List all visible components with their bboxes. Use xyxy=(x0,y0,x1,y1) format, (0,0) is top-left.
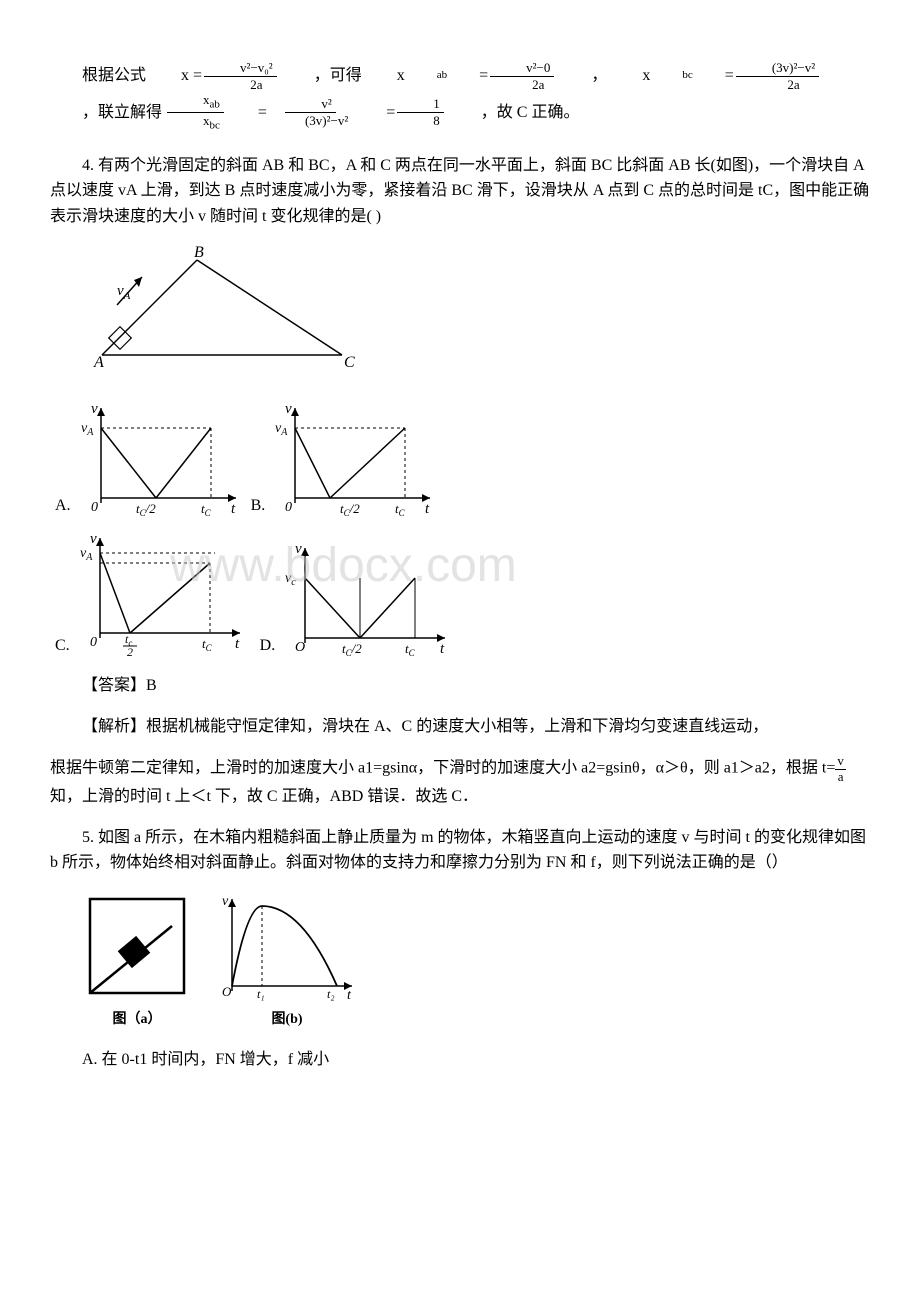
q4-options-row2: C. vA v t 0 tc 2 tC D. vc v t O tC/2 tC xyxy=(50,528,870,658)
fig-a: 图（a） xyxy=(82,891,192,1032)
svg-text:B: B xyxy=(194,245,204,261)
svg-text:tC: tC xyxy=(405,641,416,658)
q4-analysis-p2: 根据牛顿第二定律知，上滑时的加速度大小 a1=gsinα，下滑时的加速度大小 a… xyxy=(50,754,870,809)
option-a-label: A. xyxy=(55,493,71,519)
option-a-graph: vA v t 0 tC/2 tC xyxy=(76,398,246,518)
svg-text:t: t xyxy=(235,636,240,652)
option-b-graph: vA v t 0 tC/2 tC xyxy=(270,398,440,518)
option-d-label: D. xyxy=(260,633,276,659)
q3-formula-conclusion: 根据公式 x = v²−v₀²2a ，可得 xab = v²−02a ， xbc… xyxy=(50,60,870,133)
formula-x: x = v²−v₀²2a xyxy=(149,60,279,92)
svg-text:vA: vA xyxy=(275,421,288,438)
text-mid2: ， xyxy=(559,63,607,89)
q4-options-row1: A. vA v t 0 tC/2 tC B. vA v t 0 tC/2 tC xyxy=(50,398,870,518)
q4-stem: 4. 有两个光滑固定的斜面 AB 和 BC，A 和 C 两点在同一水平面上，斜面… xyxy=(50,153,870,230)
option-d-graph: vc v t O tC/2 tC xyxy=(280,538,460,658)
svg-text:tC: tC xyxy=(202,636,213,653)
svg-text:t: t xyxy=(347,988,352,1001)
svg-text:vA: vA xyxy=(80,546,93,563)
q4-triangle-diagram: vA A B C xyxy=(82,245,870,384)
formula-ratio: xab xbc = v²(3v)²−v² = 18 xyxy=(165,92,446,133)
svg-text:tC/2: tC/2 xyxy=(340,501,360,518)
svg-text:2: 2 xyxy=(127,645,133,658)
text-tail: ，故 C 正确。 xyxy=(449,100,580,126)
svg-text:0: 0 xyxy=(91,500,98,515)
svg-text:vc: vc xyxy=(285,571,296,588)
svg-text:vA: vA xyxy=(117,283,131,302)
option-c-label: C. xyxy=(55,633,70,659)
svg-text:t₂: t₂ xyxy=(327,987,335,1001)
q5-figures: 图（a） v t O t₁ t₂ 图(b) xyxy=(82,891,870,1032)
svg-text:v: v xyxy=(90,531,97,547)
fig-b: v t O t₁ t₂ 图(b) xyxy=(212,891,362,1032)
q4-answer: 【答案】B xyxy=(50,673,870,699)
q4-analysis-p1: 【解析】根据机械能守恒定律知，滑块在 A、C 的速度大小相等，上滑和下滑均匀变速… xyxy=(50,714,870,740)
svg-text:C: C xyxy=(344,354,355,371)
svg-text:t₁: t₁ xyxy=(257,987,265,1001)
svg-text:0: 0 xyxy=(90,635,97,650)
svg-text:tC: tC xyxy=(395,501,406,518)
formula-xbc: xbc = (3v)²−v²2a xyxy=(610,60,821,92)
text-mid3: ，联立解得 xyxy=(50,100,162,126)
text-mid1: ，可得 xyxy=(282,63,362,89)
option-c-graph: vA v t 0 tc 2 tC xyxy=(75,528,255,658)
svg-text:t: t xyxy=(425,501,430,517)
q5-option-a: A. 在 0-t1 时间内，FN 增大，f 减小 xyxy=(50,1047,870,1073)
q5-stem: 5. 如图 a 所示，在木箱内粗糙斜面上静止质量为 m 的物体，木箱竖直向上运动… xyxy=(50,825,870,876)
svg-text:O: O xyxy=(295,640,305,655)
svg-text:v: v xyxy=(91,401,98,417)
svg-text:t: t xyxy=(440,641,445,657)
svg-text:tC: tC xyxy=(201,501,212,518)
svg-text:v: v xyxy=(285,401,292,417)
text-prefix: 根据公式 xyxy=(50,63,146,89)
svg-text:tC/2: tC/2 xyxy=(136,501,156,518)
svg-text:v: v xyxy=(222,894,229,909)
svg-text:vA: vA xyxy=(81,421,94,438)
formula-xab: xab = v²−02a xyxy=(365,60,557,92)
option-b-label: B. xyxy=(251,493,266,519)
frac-v-over-a: va xyxy=(835,754,846,784)
svg-text:t: t xyxy=(231,501,236,517)
svg-text:0: 0 xyxy=(285,500,292,515)
svg-text:A: A xyxy=(93,354,104,371)
triangle-svg: vA A B C xyxy=(82,245,362,375)
svg-text:v: v xyxy=(295,541,302,557)
svg-text:tC/2: tC/2 xyxy=(342,641,362,658)
svg-text:O: O xyxy=(222,984,232,999)
